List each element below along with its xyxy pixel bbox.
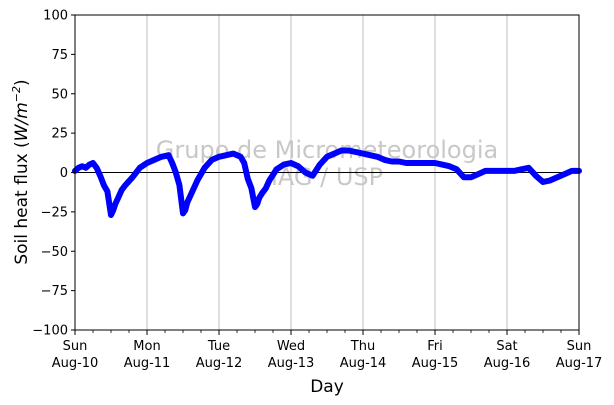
series-group	[72, 147, 582, 218]
y-axis-label-close: )	[12, 79, 32, 86]
x-tick-date-2: Aug-12	[196, 356, 243, 371]
y-tick-label-6: 50	[51, 87, 68, 102]
y-tick-label-0: −100	[32, 324, 68, 339]
x-tick-day-5: Fri	[427, 339, 443, 354]
y-axis-label: Soil heat flux (W/m−2)	[10, 79, 32, 264]
x-axis: Sun Aug-10 Mon Aug-11 Tue Aug-12 Wed Aug-13 Thu A…	[52, 330, 603, 371]
x-tick-day-7: Sun	[567, 339, 592, 354]
x-tick-date-4: Aug-14	[340, 356, 387, 371]
x-tick-day-3: Wed	[277, 339, 305, 354]
y-axis-label-unit: W/m	[12, 102, 32, 141]
y-axis: −100 −75 −50 −25 0 25 50 75 100	[32, 9, 75, 339]
x-tick-day-0: Sun	[63, 339, 88, 354]
x-tick-day-1: Mon	[133, 339, 160, 354]
x-tick-day-2: Tue	[207, 339, 230, 354]
x-tick-date-6: Aug-16	[484, 356, 531, 371]
x-tick-day-4: Thu	[350, 339, 375, 354]
y-tick-label-5: 25	[51, 127, 68, 142]
x-tick-date-1: Aug-11	[124, 356, 171, 371]
x-axis-label: Day	[310, 377, 344, 397]
y-tick-label-8: 100	[43, 9, 68, 24]
y-tick-label-3: −25	[41, 205, 68, 220]
y-tick-label-2: −50	[41, 245, 68, 260]
y-axis-label-exponent: −2	[10, 86, 23, 102]
x-tick-date-0: Aug-10	[52, 356, 99, 371]
y-tick-label-7: 75	[51, 48, 68, 63]
x-tick-date-3: Aug-13	[268, 356, 315, 371]
x-tick-date-5: Aug-15	[412, 356, 459, 371]
series-line-0	[72, 147, 582, 218]
y-axis-label-main: Soil heat flux (	[12, 141, 32, 264]
y-tick-label-4: 0	[60, 166, 68, 181]
x-tick-day-6: Sat	[496, 339, 517, 354]
x-tick-date-7: Aug-17	[556, 356, 603, 371]
y-tick-label-1: −75	[41, 284, 68, 299]
watermark-line-2: IAG / USP	[271, 163, 383, 191]
